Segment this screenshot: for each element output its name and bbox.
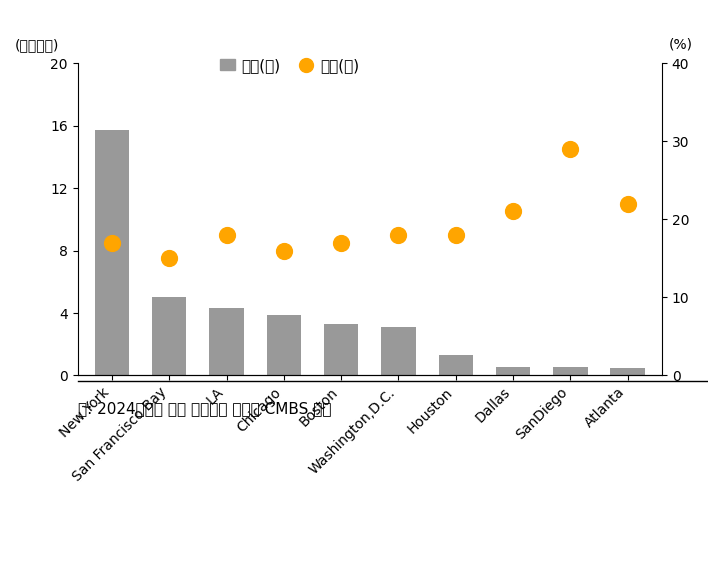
Bar	[381, 327, 416, 375]
Bar	[210, 308, 244, 375]
Point	[336, 238, 347, 247]
Bar	[610, 368, 645, 375]
Point	[164, 254, 175, 263]
Bar	[95, 130, 129, 375]
Point	[450, 230, 462, 239]
Bar	[324, 324, 358, 375]
Bar	[496, 367, 530, 375]
Bar	[438, 355, 473, 375]
Text: (%): (%)	[669, 38, 693, 52]
Text: (십억달러): (십억달러)	[15, 38, 59, 52]
Legend: 금액(좌), 비율(우): 금액(좌), 비율(우)	[214, 52, 365, 79]
Point	[278, 246, 290, 255]
Point	[508, 207, 519, 216]
Bar	[553, 367, 588, 375]
Point	[565, 145, 576, 154]
Point	[106, 238, 118, 247]
Text: 주: 2024년까지 만기 도래하는 오피스 CMBS 규모: 주: 2024년까지 만기 도래하는 오피스 CMBS 규모	[77, 401, 331, 416]
Bar	[152, 297, 186, 375]
Point	[393, 230, 404, 239]
Point	[221, 230, 232, 239]
Bar	[267, 315, 301, 375]
Point	[622, 199, 634, 208]
